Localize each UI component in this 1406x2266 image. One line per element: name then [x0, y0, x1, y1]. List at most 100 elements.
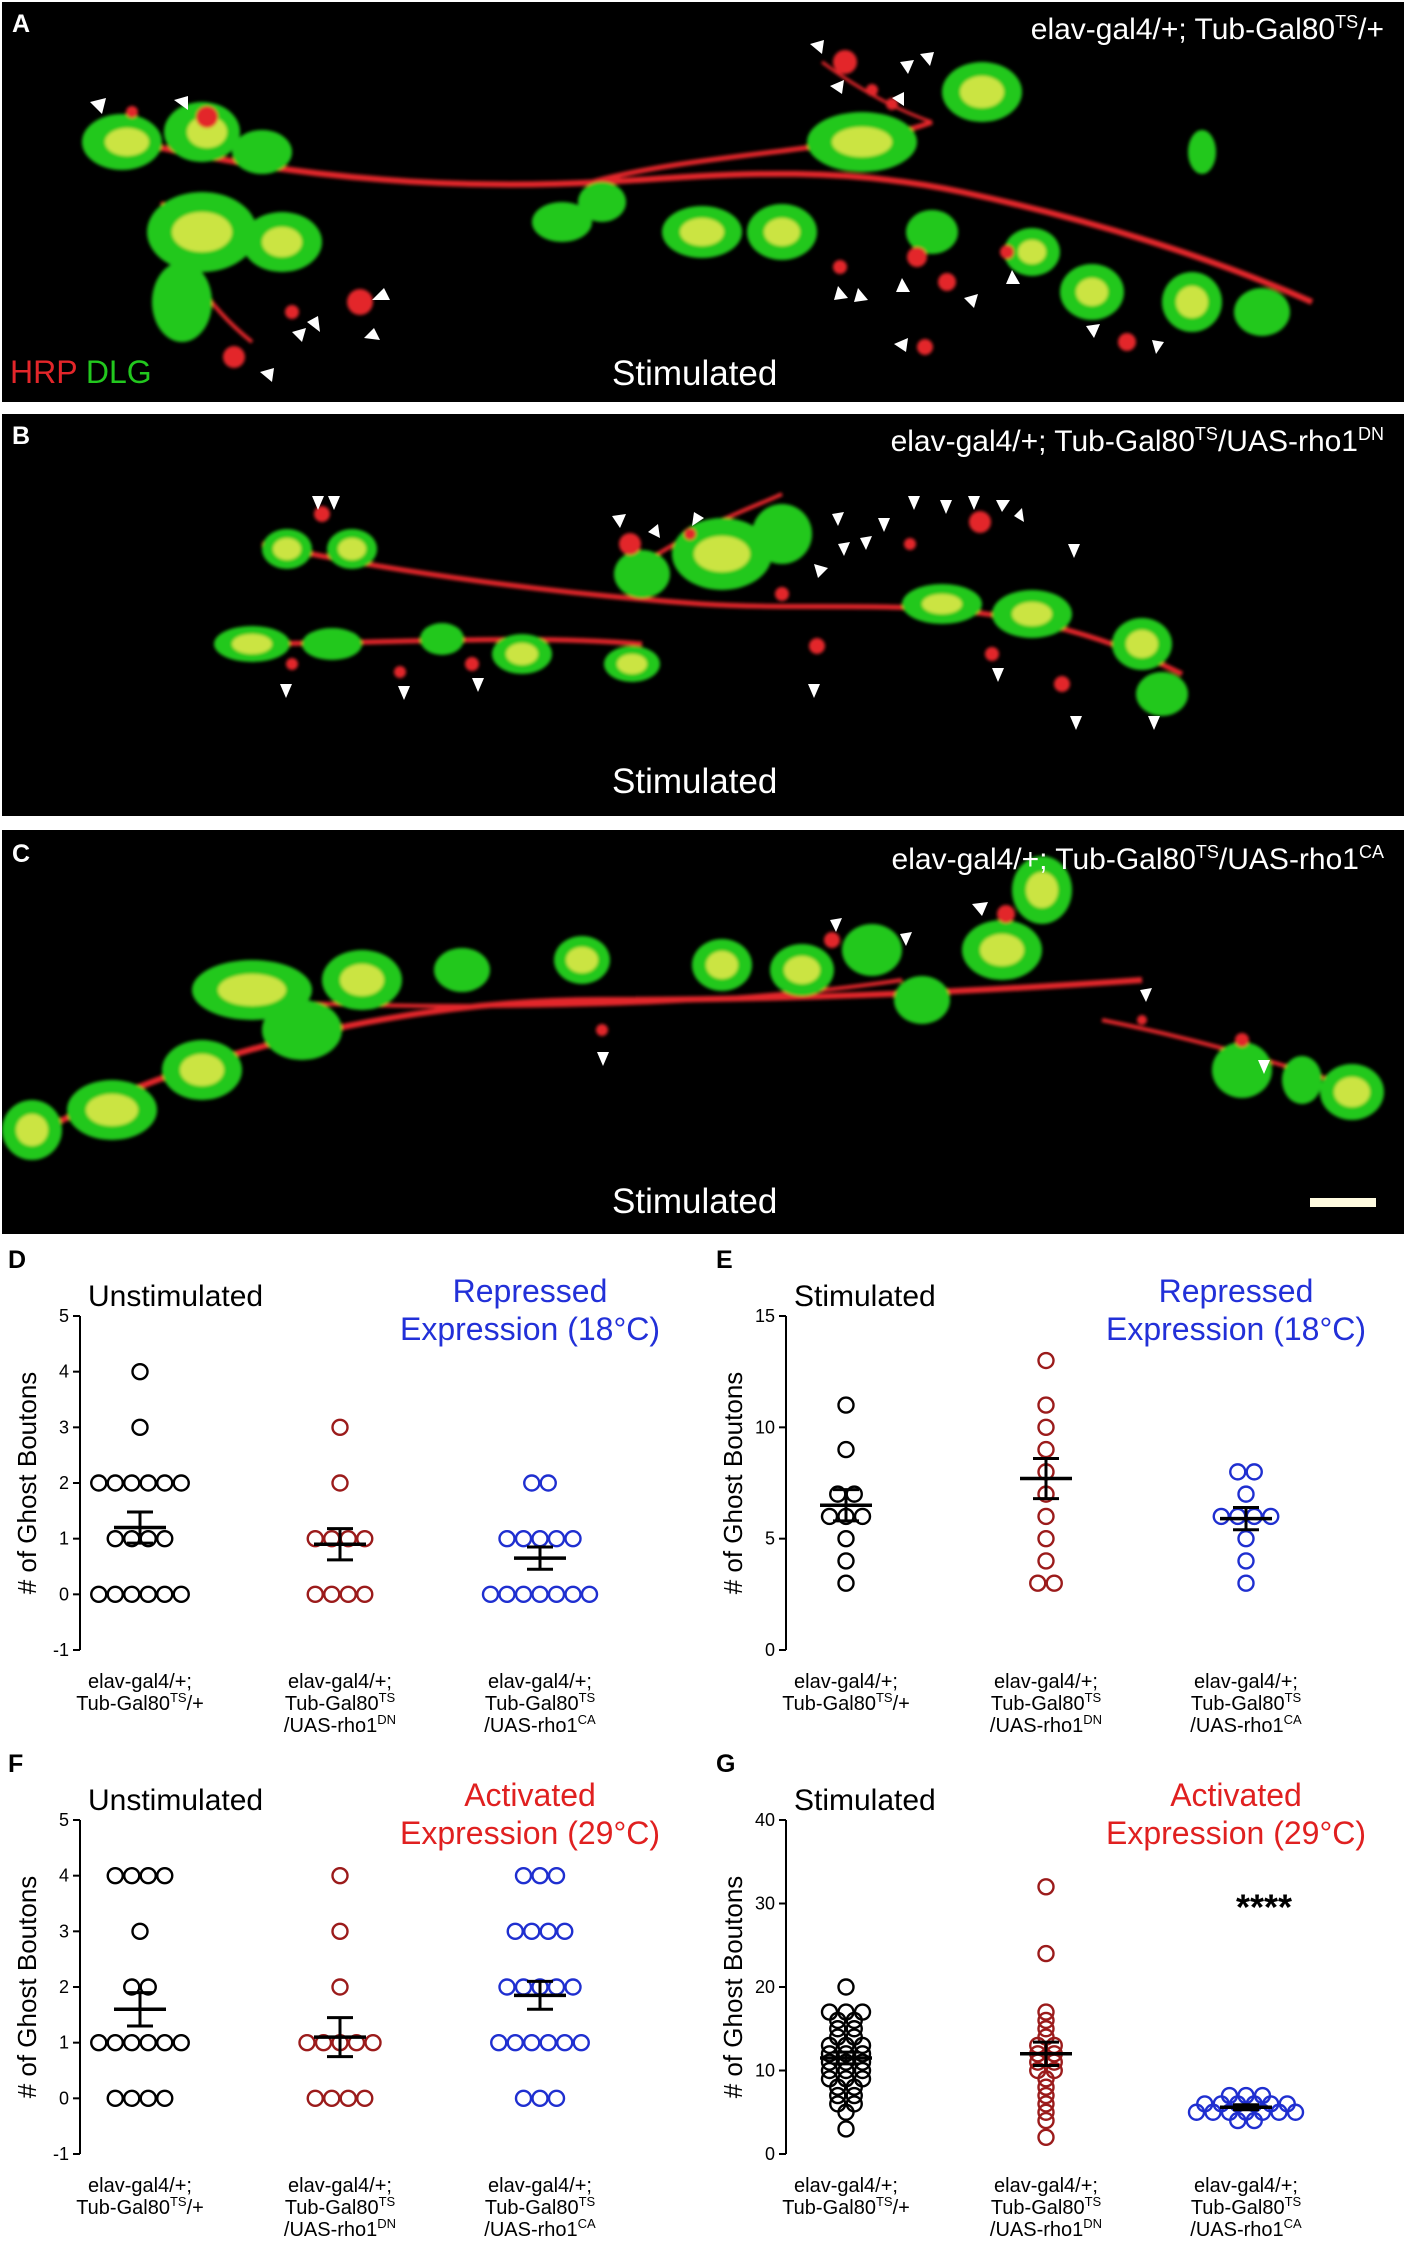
chart-g-data-point: [1220, 2086, 1239, 2105]
chart-f-ylabel: # of Ghost Boutons: [12, 1876, 42, 2099]
chart-g-data-point: [1286, 2103, 1305, 2121]
chart-f-data-point: [564, 1978, 582, 1996]
chart-d-data-point: [514, 1529, 533, 1548]
chart-e-data-point: [1037, 1418, 1055, 1437]
chart-e-data-point: [1245, 1507, 1263, 1526]
chart-d-data-point: [306, 1585, 324, 1604]
chart-f-data-point: [306, 2089, 324, 2108]
chart-f-ytick-label: 3: [59, 1921, 69, 1941]
chart-g-data-point: [1229, 2111, 1247, 2130]
chart-g-data-point: [1187, 2103, 1206, 2121]
chart-d-data-point: [131, 1362, 149, 1381]
chart-g-data-point: [1204, 2103, 1222, 2121]
chart-d-data-point: [498, 1529, 516, 1548]
chart-f-data-point: [172, 2033, 190, 2052]
chart-d-ytick-label: 4: [59, 1362, 69, 1382]
chart-f-data-point: [547, 2089, 566, 2108]
chart-f-data-point: [139, 1866, 157, 1885]
chart-g-subtitle-line1: Activated: [1170, 1777, 1302, 1813]
chart-e-data-point: [837, 1440, 855, 1459]
chart-g-category-label: Tub-Gal80TS: [991, 2194, 1102, 2219]
chart-f-data-point: [556, 1922, 574, 1941]
chart-f-data-point: [106, 1866, 124, 1885]
chart-e-data-point: [1229, 1507, 1247, 1526]
chart-f-data-point: [123, 2033, 141, 2052]
chart-e-ylabel: # of Ghost Boutons: [718, 1372, 748, 1595]
chart-f-data-point: [347, 2033, 366, 2052]
stain-label-dlg: DLG: [85, 354, 152, 390]
chart-d-ytick-label: 3: [59, 1417, 69, 1437]
chart-f-data-point: [314, 2033, 333, 2052]
chart-g-title: Stimulated: [794, 1784, 936, 1817]
panel-letter-c: C: [12, 840, 31, 868]
chart-g-data-point: [1196, 2095, 1214, 2113]
chart-g-data-point: [1037, 2003, 1055, 2021]
chart-d-category-label: elav-gal4/+;: [488, 1671, 592, 1693]
panel-letter-d: D: [8, 1246, 27, 1274]
chart-g-data-point: [845, 2086, 863, 2105]
chart-f-category-label: Tub-Gal80TS: [285, 2194, 396, 2219]
chart-e-data-point: [1237, 1552, 1255, 1570]
chart-f-data-point: [556, 2033, 574, 2052]
chart-f-data-point: [523, 2033, 541, 2052]
chart-e-title: Stimulated: [794, 1280, 936, 1313]
chart-e-data-point: [837, 1396, 855, 1414]
chart-f-data-point: [139, 2033, 157, 2052]
chart-f-data-point: [572, 2033, 590, 2052]
chart-g-data-point: [829, 2020, 847, 2038]
chart-g-data-point: [845, 2020, 863, 2038]
chart-f-category-label: Tub-Gal80TS/+: [76, 2194, 204, 2219]
chart-f-data-point: [364, 2033, 382, 2052]
arrowhead-markers-c: [597, 902, 1270, 1074]
chart-d-data-point: [481, 1585, 500, 1604]
genotype-label-b: elav-gal4/+; Tub-Gal80TS/UAS-rho1DN: [890, 424, 1384, 458]
scale-bar: [1310, 1198, 1376, 1207]
chart-g-data-point: [829, 2086, 847, 2105]
chart-d-data-point: [172, 1474, 190, 1492]
chart-e-data-point: [1045, 1574, 1063, 1592]
chart-d-data-point: [498, 1585, 516, 1604]
chart-d-ylabel: # of Ghost Boutons: [12, 1372, 42, 1595]
chart-e-data-point: [1037, 1552, 1055, 1570]
chart-f-data-point: [131, 1922, 149, 1941]
chart-g-ytick-label: 40: [755, 1810, 775, 1830]
chart-e-data-point: [1037, 1396, 1055, 1414]
chart-g-data-point: [1253, 2086, 1272, 2105]
chart-g-data-point: [837, 2070, 855, 2088]
chart-f-subtitle-line2: Expression (29°C): [400, 1815, 660, 1851]
chart-g-data-point: [853, 2053, 872, 2071]
chart-g-data-point: [1212, 2095, 1230, 2113]
chart-f-ytick-label: 0: [59, 2088, 69, 2108]
chart-d-data-point: [123, 1585, 141, 1604]
panel-letter-f: F: [8, 1750, 24, 1778]
chart-d-data-point: [139, 1585, 157, 1604]
chart-g-data-point: [1278, 2095, 1296, 2113]
chart-e-data-point: [1245, 1463, 1263, 1481]
chart-d-category-label: elav-gal4/+;: [88, 1671, 192, 1693]
chart-g-subtitle-line2: Expression (29°C): [1106, 1815, 1366, 1851]
chart-d-data-point: [564, 1529, 582, 1548]
chart-f-category-label: elav-gal4/+;: [88, 2175, 192, 2197]
chart-g-data-point: [853, 2061, 872, 2080]
chart-d-data-point: [331, 1418, 349, 1437]
chart-d-data-point: [514, 1585, 533, 1604]
chart-f-data-point: [298, 2033, 316, 2052]
chart-g-data-point: [820, 2053, 839, 2071]
chart-f-data-point: [106, 2033, 124, 2052]
chart-e-data-point: [853, 1507, 872, 1526]
chart-e-data-point: [837, 1574, 855, 1592]
panel-letter-g: G: [716, 1750, 736, 1778]
chart-g-data-point: [837, 2003, 855, 2021]
chart-e-ytick-label: 0: [765, 1640, 775, 1660]
chart-d-data-point: [172, 1585, 190, 1604]
chart-g-data-point: [820, 2045, 839, 2063]
chart-g-ytick-label: 20: [755, 1977, 775, 1997]
chart-f-data-point: [90, 2033, 108, 2052]
chart-e-data-point: [1237, 1529, 1255, 1548]
chart-f-data-point: [514, 1866, 533, 1885]
chart-f-subtitle-line1: Activated: [464, 1777, 596, 1813]
chart-f-category-label: /UAS-rho1CA: [484, 2216, 596, 2241]
chart-d-subtitle-line1: Repressed: [453, 1273, 608, 1309]
chart-e-data-point: [1037, 1529, 1055, 1548]
